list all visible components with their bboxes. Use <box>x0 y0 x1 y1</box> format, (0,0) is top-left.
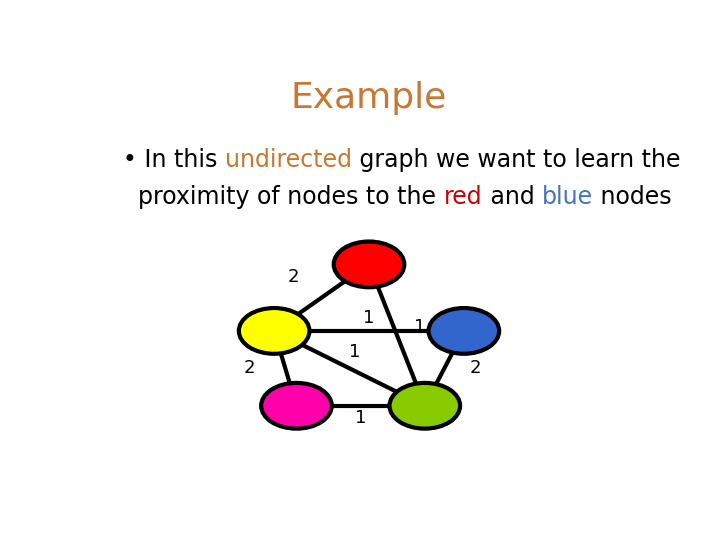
Text: graph we want to learn the: graph we want to learn the <box>352 148 681 172</box>
Text: Example: Example <box>291 82 447 116</box>
Text: undirected: undirected <box>225 148 352 172</box>
Text: • In this: • In this <box>124 148 225 172</box>
Ellipse shape <box>333 241 405 287</box>
Text: and: and <box>482 185 542 210</box>
Text: 2: 2 <box>469 359 481 377</box>
Text: 2: 2 <box>243 359 255 377</box>
Text: 2: 2 <box>288 268 300 286</box>
Text: red: red <box>444 185 482 210</box>
Text: blue: blue <box>542 185 593 210</box>
Ellipse shape <box>261 383 332 429</box>
Text: nodes: nodes <box>593 185 672 210</box>
Ellipse shape <box>239 308 310 354</box>
Text: 1: 1 <box>349 343 361 361</box>
Ellipse shape <box>390 383 460 429</box>
Text: proximity of nodes to the: proximity of nodes to the <box>124 185 444 210</box>
Ellipse shape <box>428 308 499 354</box>
Text: 1: 1 <box>364 309 374 327</box>
Text: 1: 1 <box>355 409 366 427</box>
Text: 1: 1 <box>413 318 425 336</box>
